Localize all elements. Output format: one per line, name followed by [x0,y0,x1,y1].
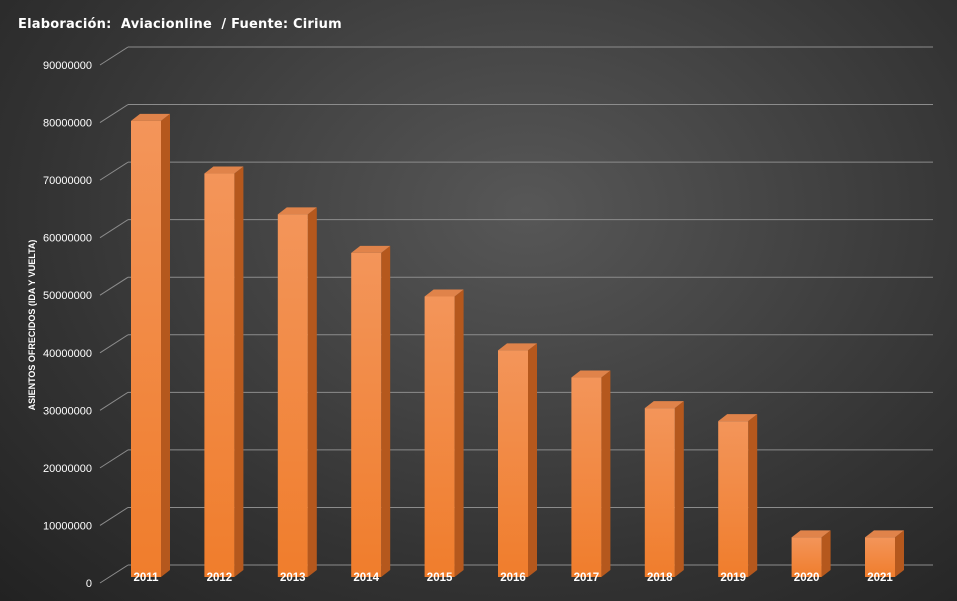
bar [644,408,675,577]
bar [718,421,749,577]
gridline-diagonal [99,161,129,181]
bar-top [644,401,684,409]
bar-top [131,113,170,121]
x-tick-label: 2015 [427,572,453,584]
bar-top [865,530,904,538]
bar-side [161,113,170,577]
bar-side [454,289,464,577]
bar [204,173,235,578]
bar-side [307,207,317,578]
bar-side [674,401,684,577]
y-axis-label: ASIENTOS OFRECIDOS (IDA Y VUELTA) [27,240,37,411]
x-tick-label: 2014 [353,572,379,584]
y-tick-label: 0 [86,578,92,590]
bar [277,214,308,578]
gridline-diagonal [99,46,129,66]
bar-side [601,370,611,577]
bar-top [571,370,611,378]
x-tick-label: 2017 [574,572,600,584]
bar-top [791,530,831,538]
y-tick-label: 70000000 [43,175,92,187]
bar-top [277,207,317,215]
y-tick-label: 90000000 [43,60,92,72]
bar-top [498,343,537,351]
bar-side [234,166,244,578]
gridline-diagonal [99,219,129,239]
x-tick-label: 2020 [794,572,820,584]
bar-side [821,530,831,577]
y-tick-label: 30000000 [43,405,92,417]
bar [498,350,528,577]
x-axis-ticks: 2011 2012 2013 2014 2015 2016 2017 2018 2019 2020… [134,572,894,584]
x-tick-label: 2011 [134,572,160,584]
gridline-diagonal [99,507,129,526]
gridline-diagonal [99,104,129,123]
y-tick-label: 50000000 [43,290,92,302]
bar-side [895,530,904,577]
bar [131,120,161,577]
gridline-diagonal [99,564,129,584]
y-tick-label: 20000000 [43,463,92,475]
bar-top [424,289,464,297]
gridline-diagonal [99,276,129,296]
bar-top [351,245,391,253]
bars [131,113,904,578]
x-tick-label: 2012 [207,572,233,584]
bar-top [204,166,244,174]
x-tick-label: 2019 [720,572,746,584]
x-tick-label: 2018 [647,572,673,584]
bar [571,377,602,577]
bar-side [528,343,537,577]
source-caption: Elaboración: Aviacionline / Fuente: Ciri… [18,17,342,32]
x-tick-label: 2021 [867,572,893,584]
bar [351,252,382,577]
x-tick-label: 2016 [500,572,526,584]
bar [791,537,822,577]
bar [424,296,455,577]
y-tick-label: 10000000 [43,520,92,532]
bar-side [381,245,391,577]
bar-side [748,414,758,577]
bar [865,537,895,577]
gridline-diagonal [99,449,129,469]
y-tick-label: 80000000 [43,118,92,130]
gridline-diagonal [99,334,129,354]
bar-top [718,414,758,422]
y-tick-label: 40000000 [43,348,92,360]
gridline-diagonal [99,391,129,411]
y-axis-ticks: 0 10000000 20000000 30000000 40000000 5000000… [43,60,92,590]
y-tick-label: 60000000 [43,233,92,245]
x-tick-label: 2013 [280,572,306,584]
